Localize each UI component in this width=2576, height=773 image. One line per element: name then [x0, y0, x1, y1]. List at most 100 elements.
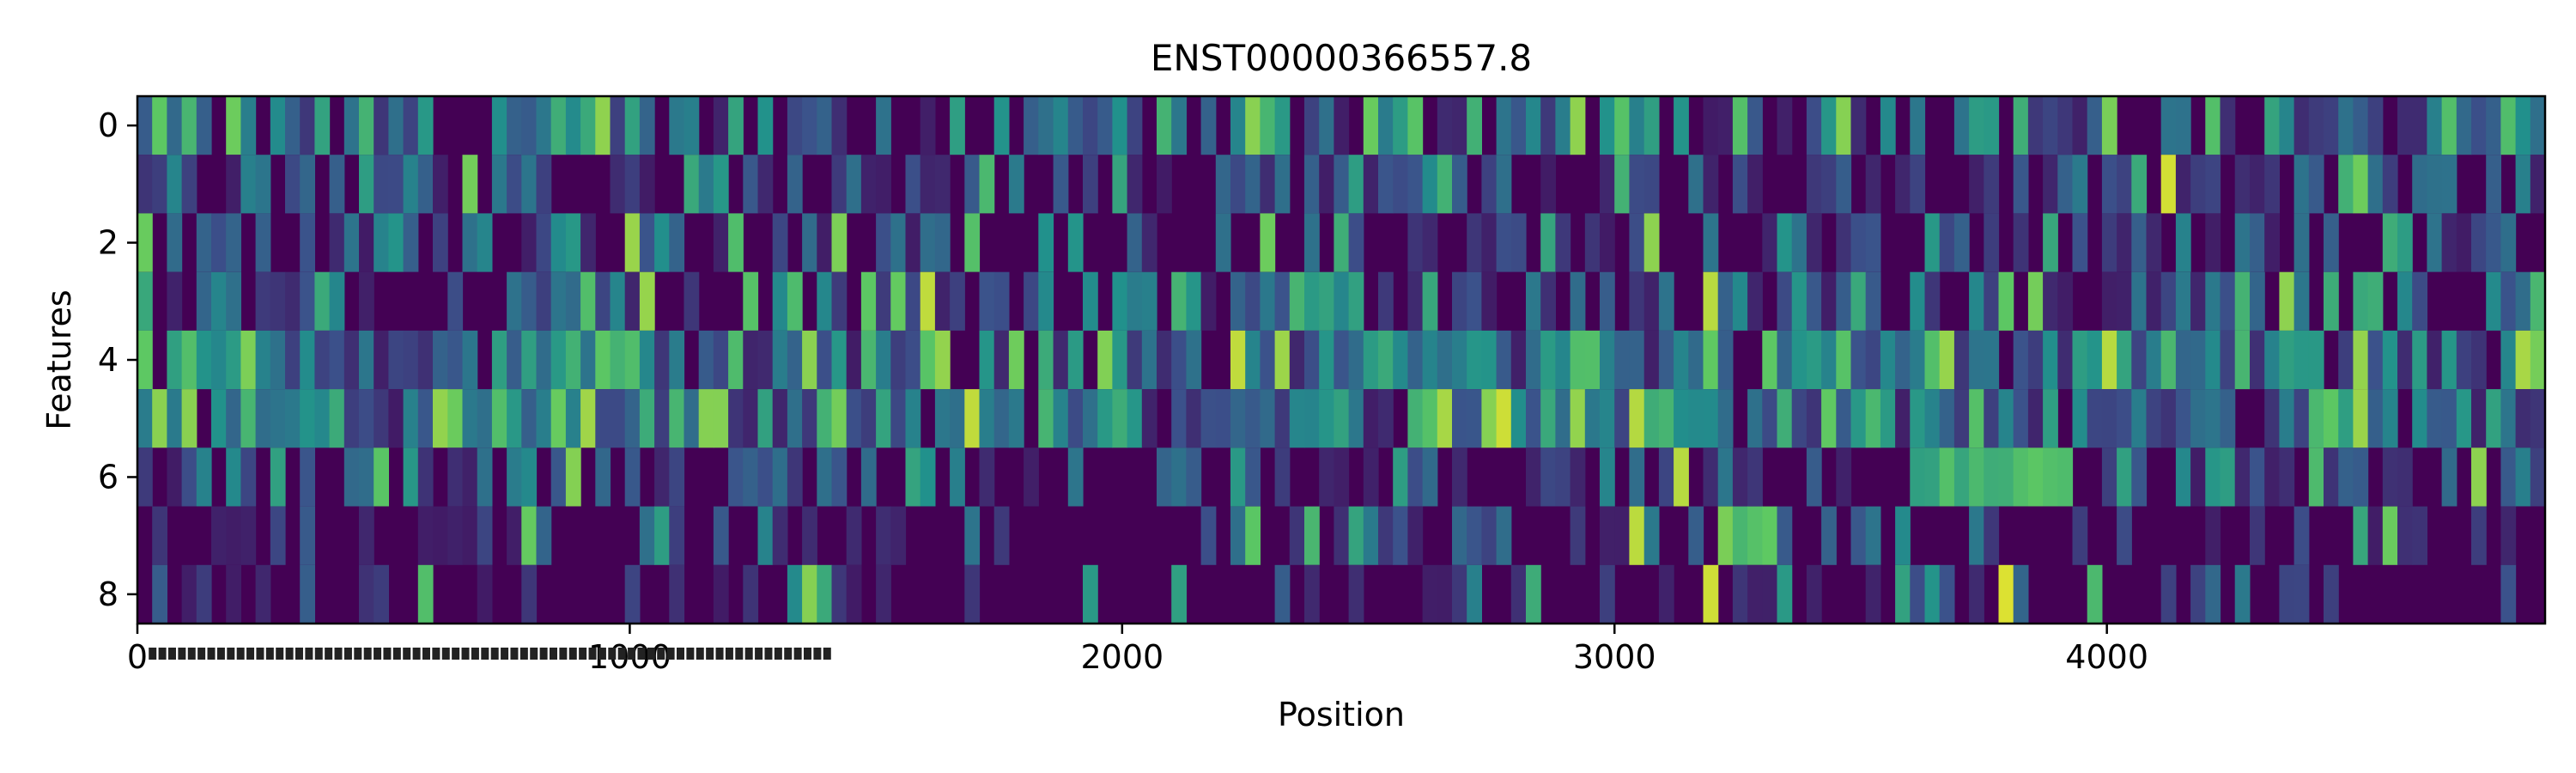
heatmap-cell	[876, 96, 891, 155]
heatmap-cell	[2500, 330, 2517, 390]
heatmap-cell	[624, 564, 641, 624]
heatmap-cell	[1378, 155, 1394, 214]
heatmap-cell	[1584, 389, 1601, 448]
heatmap-cell	[1747, 506, 1763, 565]
heatmap-cell	[743, 155, 759, 214]
heatmap-cell	[1141, 389, 1157, 448]
heatmap-cell	[2515, 271, 2531, 331]
heatmap-cell	[2500, 96, 2517, 155]
heatmap-cell	[240, 506, 257, 565]
heatmap-cell	[654, 213, 670, 272]
heatmap-cell	[1496, 389, 1512, 448]
heatmap-cell	[1378, 389, 1394, 448]
heatmap-cell	[2515, 389, 2531, 448]
heatmap-cell	[1348, 389, 1364, 448]
heatmap-cell	[2043, 271, 2058, 331]
heatmap-cell	[2250, 213, 2265, 272]
heatmap-cell	[152, 155, 167, 214]
heatmap-cell	[196, 330, 212, 390]
heatmap-cell	[1348, 330, 1364, 390]
heatmap-cell	[536, 96, 552, 155]
heatmap-cell	[2382, 506, 2398, 565]
heatmap-cell	[580, 96, 596, 155]
x-minor-tick-label	[657, 648, 665, 660]
heatmap-cell	[1422, 213, 1438, 272]
heatmap-cell	[934, 213, 951, 272]
heatmap-cell	[359, 564, 374, 624]
heatmap-cell	[1688, 506, 1704, 565]
heatmap-cell	[314, 271, 331, 331]
heatmap-cell	[2013, 96, 2029, 155]
heatmap-cell	[403, 389, 419, 448]
x-minor-tick-label	[246, 648, 255, 660]
heatmap-cell	[550, 96, 567, 155]
x-minor-tick-label	[158, 648, 167, 660]
heatmap-cell	[1910, 389, 1926, 448]
heatmap-cell	[226, 213, 241, 272]
heatmap-cell	[993, 96, 1010, 155]
heatmap-cell	[1584, 330, 1601, 390]
heatmap-cell	[433, 213, 448, 272]
heatmap-cell	[1141, 271, 1157, 331]
heatmap-cell	[1024, 447, 1039, 507]
heatmap-cell	[1717, 96, 1734, 155]
heatmap-cell	[462, 155, 478, 214]
heatmap-cell	[433, 506, 448, 565]
heatmap-cell	[2324, 96, 2339, 155]
heatmap-cell	[743, 447, 759, 507]
heatmap-cell	[610, 271, 626, 331]
heatmap-cell	[1821, 96, 1837, 155]
heatmap-cell	[491, 155, 507, 214]
heatmap-cell	[713, 389, 729, 448]
heatmap-cell	[2456, 330, 2472, 390]
heatmap-cell	[1024, 96, 1039, 155]
heatmap-cell	[802, 96, 817, 155]
heatmap-cell	[2234, 155, 2251, 214]
heatmap-cell	[1688, 330, 1704, 390]
heatmap-cell	[1112, 330, 1128, 390]
heatmap-cell	[1526, 564, 1541, 624]
heatmap-cell	[846, 330, 862, 390]
heatmap-cell	[1629, 213, 1645, 272]
heatmap-cell	[669, 506, 685, 565]
heatmap-cell	[1658, 330, 1674, 390]
heatmap-cell	[1245, 96, 1261, 155]
heatmap-cell	[1526, 96, 1541, 155]
heatmap-cell	[1067, 213, 1084, 272]
x-minor-tick-label	[481, 648, 489, 660]
heatmap-cell	[1127, 271, 1143, 331]
heatmap-cell	[2500, 447, 2517, 507]
x-minor-tick-label	[784, 648, 793, 660]
heatmap-cell	[2353, 155, 2369, 214]
heatmap-cell	[1540, 155, 1556, 214]
heatmap-cell	[2397, 96, 2413, 155]
heatmap-cell	[2353, 506, 2369, 565]
heatmap-cell	[1245, 330, 1261, 390]
heatmap-cell	[1230, 389, 1246, 448]
heatmap-cell	[669, 389, 685, 448]
heatmap-cell	[536, 155, 552, 214]
heatmap-cell	[817, 271, 833, 331]
heatmap-cell	[2293, 506, 2310, 565]
heatmap-cell	[1304, 330, 1320, 390]
heatmap-cell	[1274, 271, 1291, 331]
heatmap-cell	[2205, 271, 2221, 331]
heatmap-cell	[669, 447, 685, 507]
heatmap-cell	[1215, 389, 1231, 448]
heatmap-cell	[817, 213, 833, 272]
heatmap-cell	[1053, 330, 1069, 390]
heatmap-cell	[1939, 447, 1955, 507]
heatmap-cell	[2264, 96, 2280, 155]
heatmap-cell	[1850, 213, 1867, 272]
heatmap-cell	[1570, 96, 1586, 155]
heatmap-cell	[2353, 330, 2369, 390]
heatmap-cell	[300, 213, 315, 272]
heatmap-cell	[979, 447, 995, 507]
heatmap-cell	[1127, 389, 1143, 448]
heatmap-cell	[2486, 155, 2501, 214]
heatmap-cell	[2027, 330, 2044, 390]
heatmap-cell	[137, 389, 153, 448]
heatmap-cell	[2205, 564, 2221, 624]
heatmap-cell	[1053, 155, 1069, 214]
heatmap-cell	[1865, 213, 1881, 272]
